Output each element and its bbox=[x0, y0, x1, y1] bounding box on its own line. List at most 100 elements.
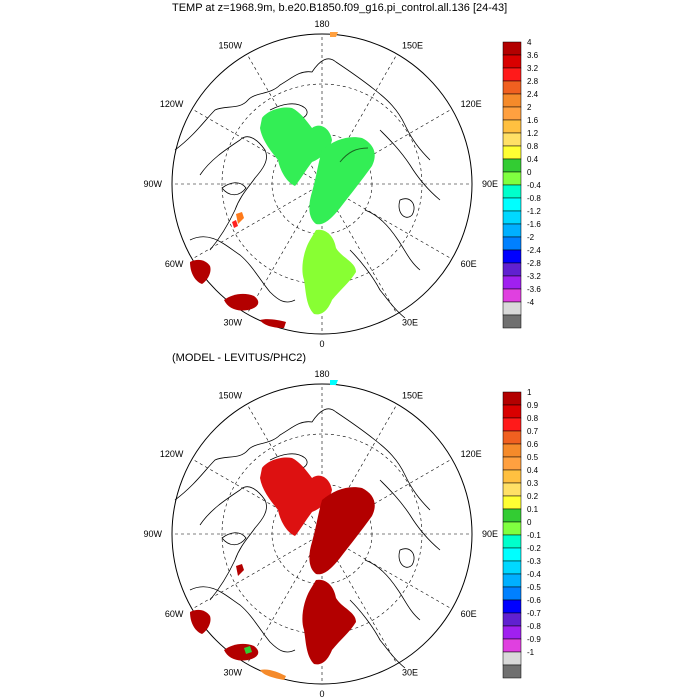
colorbar-label: 0.2 bbox=[527, 492, 539, 501]
top-colorbar: 4 3.6 3.2 2.8 2.4 2 1.6 1.2 0.8 0.4 0 -0.4 -0.8 -1.2 -… bbox=[502, 38, 541, 329]
bottom-field-bering-patch bbox=[330, 380, 338, 385]
colorbar-swatch bbox=[502, 625, 522, 640]
bottom-longitude-labels: 180 150E 120E 90E 60E 30E 0 30W 60W 90W 120W 150W bbox=[143, 369, 498, 699]
colorbar-swatch bbox=[502, 573, 522, 588]
colorbar-label: -2.8 bbox=[527, 259, 541, 268]
colorbar-swatch bbox=[502, 547, 522, 562]
longitude-label: 90E bbox=[482, 529, 498, 539]
colorbar-label: 0.9 bbox=[527, 401, 539, 410]
colorbar-swatch bbox=[502, 106, 522, 121]
colorbar-swatch bbox=[502, 132, 522, 147]
colorbar-swatch bbox=[502, 288, 522, 303]
colorbar-label: -1.2 bbox=[527, 207, 541, 216]
colorbar-label: 1 bbox=[527, 388, 532, 397]
colorbar-swatch bbox=[502, 404, 522, 419]
top-coastlines bbox=[174, 58, 441, 319]
colorbar-swatch bbox=[502, 249, 522, 264]
colorbar-swatch bbox=[502, 443, 522, 458]
colorbar-swatch bbox=[502, 93, 522, 108]
colorbar-swatch bbox=[502, 301, 522, 316]
colorbar-label: -0.7 bbox=[527, 609, 541, 618]
colorbar-label: 1.2 bbox=[527, 129, 539, 138]
top-field-irminger-sea bbox=[224, 293, 259, 311]
longitude-label: 120E bbox=[461, 99, 482, 109]
longitude-label: 150W bbox=[218, 390, 242, 400]
colorbar-label: 0 bbox=[527, 168, 532, 177]
top-longitude-labels: 180 150E 120E 90E 60E 30E 0 30W 60W 90W 120W 150W bbox=[143, 19, 498, 349]
longitude-label: 150E bbox=[402, 40, 423, 50]
colorbar-label: -0.4 bbox=[527, 570, 541, 579]
longitude-label: 60W bbox=[165, 259, 184, 269]
longitude-label: 30E bbox=[402, 668, 418, 678]
longitude-label: 60E bbox=[461, 259, 477, 269]
colorbar-label: 0.8 bbox=[527, 414, 539, 423]
colorbar-swatch bbox=[502, 184, 522, 199]
colorbar-label: 0.4 bbox=[527, 466, 539, 475]
longitude-label: 120W bbox=[160, 449, 184, 459]
longitude-label: 120W bbox=[160, 99, 184, 109]
top-field-labrador-sea bbox=[190, 259, 211, 284]
colorbar-swatch bbox=[502, 482, 522, 497]
colorbar-swatch bbox=[502, 391, 522, 406]
colorbar-label: 0.4 bbox=[527, 155, 539, 164]
bottom-field-canada-basin bbox=[260, 457, 332, 536]
top-field-baffin-patch bbox=[236, 212, 244, 224]
top-field-lomonosov-line bbox=[339, 147, 369, 163]
colorbar-label: -2 bbox=[527, 233, 535, 242]
colorbar-swatch bbox=[502, 80, 522, 95]
colorbar-label: 3.2 bbox=[527, 64, 539, 73]
colorbar-label: 0.1 bbox=[527, 505, 539, 514]
colorbar-swatch bbox=[502, 430, 522, 445]
longitude-label: 90W bbox=[143, 529, 162, 539]
colorbar-label: -1.6 bbox=[527, 220, 541, 229]
bottom-field-baffin-patch bbox=[236, 564, 244, 576]
colorbar-label: 0.8 bbox=[527, 142, 539, 151]
colorbar-swatch bbox=[502, 469, 522, 484]
colorbar-label: -2.4 bbox=[527, 246, 541, 255]
bottom-colorbar: 1 0.9 0.8 0.7 0.6 0.5 0.4 0.3 0.2 0.1 0 -0.1 -0.2 -0.… bbox=[502, 388, 541, 679]
longitude-label: 30W bbox=[223, 668, 242, 678]
bottom-field-labrador-sea bbox=[190, 609, 211, 634]
colorbar-label: -4 bbox=[527, 298, 535, 307]
bottom-map-title: (MODEL - LEVITUS/PHC2) bbox=[172, 352, 307, 364]
top-field-north-atlantic bbox=[260, 319, 286, 328]
colorbar-label: -0.2 bbox=[527, 544, 541, 553]
colorbar-label: 0.3 bbox=[527, 479, 539, 488]
colorbar-swatch bbox=[502, 171, 522, 186]
longitude-label: 30W bbox=[223, 318, 242, 328]
bottom-field-makarov bbox=[309, 487, 375, 575]
longitude-label: 90E bbox=[482, 179, 498, 189]
top-map-title: TEMP at z=1968.9m, b.e20.B1850.f09_g16.p… bbox=[172, 2, 508, 14]
colorbar-swatch bbox=[502, 158, 522, 173]
colorbar-swatch bbox=[502, 41, 522, 56]
colorbar-swatch bbox=[502, 223, 522, 238]
bottom-field-north-atlantic bbox=[260, 669, 286, 680]
top-field-bering-patch bbox=[330, 32, 338, 37]
longitude-label: 180 bbox=[314, 19, 329, 29]
colorbar-swatch bbox=[502, 210, 522, 225]
bottom-field-irminger-detail bbox=[244, 646, 252, 654]
colorbar-swatch bbox=[502, 599, 522, 614]
bottom-field-eurasian bbox=[302, 579, 356, 665]
colorbar-label: -0.4 bbox=[527, 181, 541, 190]
colorbar-swatch bbox=[502, 119, 522, 134]
colorbar-swatch bbox=[502, 54, 522, 69]
colorbar-label: -0.8 bbox=[527, 194, 541, 203]
colorbar-label: -3.6 bbox=[527, 285, 541, 294]
colorbar-label: 2 bbox=[527, 103, 532, 112]
colorbar-label: -0.8 bbox=[527, 622, 541, 631]
bottom-coastlines bbox=[174, 408, 441, 669]
longitude-label: 150E bbox=[402, 390, 423, 400]
longitude-label: 0 bbox=[319, 689, 324, 699]
longitude-label: 180 bbox=[314, 369, 329, 379]
colorbar-swatch bbox=[502, 236, 522, 251]
top-polar-map: 180 150E 120E 90E 60E 30E 0 30W 60W 90W 120W 150W bbox=[143, 19, 498, 349]
colorbar-label: 0.5 bbox=[527, 453, 539, 462]
colorbar-label: -3.2 bbox=[527, 272, 541, 281]
colorbar-label: 0.6 bbox=[527, 440, 539, 449]
colorbar-swatch bbox=[502, 275, 522, 290]
meridian-line bbox=[191, 183, 323, 260]
colorbar-swatch bbox=[502, 612, 522, 627]
longitude-label: 90W bbox=[143, 179, 162, 189]
colorbar-label: 4 bbox=[527, 38, 532, 47]
